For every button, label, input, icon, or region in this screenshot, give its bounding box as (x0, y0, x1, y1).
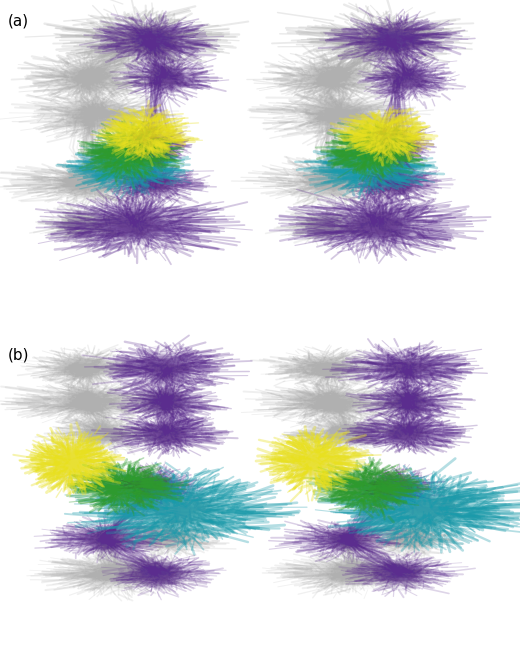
Text: (b): (b) (8, 348, 30, 363)
Text: (a): (a) (8, 14, 29, 29)
